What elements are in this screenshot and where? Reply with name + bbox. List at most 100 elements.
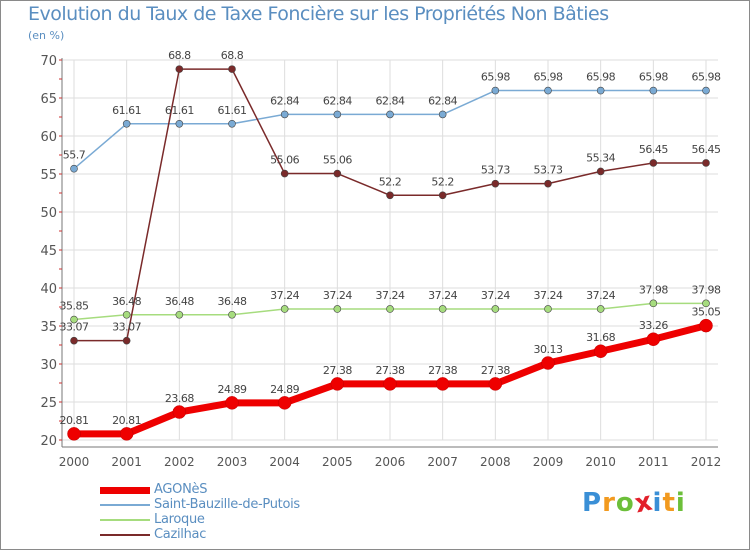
data-label: 37.24 bbox=[323, 289, 352, 302]
data-point bbox=[330, 377, 345, 391]
logo-letter: i bbox=[652, 488, 663, 518]
legend-swatch-laroque bbox=[100, 519, 150, 521]
legend-label: Saint-Bauzille-de-Putois bbox=[154, 497, 300, 512]
axes: 20 25 30 35 40 45 50 55 60 65 70 2000 2001 2002 2003 20… bbox=[40, 54, 721, 469]
data-point bbox=[438, 191, 447, 200]
y-tick-label: 25 bbox=[40, 396, 57, 411]
legend-swatch-cazilhac bbox=[100, 534, 150, 536]
data-point bbox=[122, 336, 131, 345]
data-point bbox=[491, 86, 500, 95]
x-tick-label: 2010 bbox=[585, 455, 616, 469]
data-label: 27.38 bbox=[481, 364, 510, 377]
data-point bbox=[438, 305, 447, 313]
data-point bbox=[225, 396, 239, 410]
data-point bbox=[702, 159, 710, 167]
logo-letter: r bbox=[602, 488, 616, 518]
data-label: 62.84 bbox=[428, 94, 457, 107]
x-tick-label: 2005 bbox=[322, 455, 353, 469]
data-point bbox=[596, 167, 605, 176]
data-label: 37.98 bbox=[692, 283, 721, 296]
data-point bbox=[649, 86, 658, 95]
data-label: 65.98 bbox=[692, 71, 721, 84]
x-tick-label: 2001 bbox=[111, 455, 142, 469]
data-label: 52.2 bbox=[431, 175, 454, 188]
data-label: 37.24 bbox=[428, 289, 457, 302]
data-point bbox=[593, 344, 608, 358]
logo-letter: t bbox=[662, 488, 676, 518]
data-label: 30.13 bbox=[534, 343, 563, 356]
data-label: 61.61 bbox=[112, 104, 141, 117]
data-label: 37.24 bbox=[534, 289, 563, 302]
data-label: 33.26 bbox=[639, 319, 668, 332]
data-point bbox=[277, 396, 292, 410]
logo-letter: i bbox=[675, 488, 686, 518]
data-label: 65.98 bbox=[639, 71, 668, 84]
data-point bbox=[175, 119, 184, 128]
data-point bbox=[175, 310, 184, 319]
data-label: 36.48 bbox=[112, 295, 141, 308]
data-label: 33.07 bbox=[112, 321, 141, 334]
logo-letter: P bbox=[582, 488, 603, 518]
data-label: 24.89 bbox=[270, 383, 299, 396]
data-point bbox=[172, 405, 187, 419]
data-label: 35.85 bbox=[60, 300, 89, 313]
series-points bbox=[67, 65, 713, 441]
data-label: 37.24 bbox=[481, 289, 510, 302]
data-label: 36.48 bbox=[218, 295, 247, 308]
data-point bbox=[544, 305, 552, 313]
data-point bbox=[491, 179, 500, 188]
x-tick-label: 2012 bbox=[691, 455, 722, 469]
data-label: 23.68 bbox=[165, 392, 194, 405]
data-point bbox=[544, 179, 552, 188]
data-point bbox=[386, 191, 394, 200]
data-point bbox=[228, 65, 236, 73]
legend-swatch-saint-bauzille bbox=[100, 504, 150, 506]
y-tick-label: 55 bbox=[40, 168, 57, 183]
y-tick-label: 40 bbox=[40, 282, 57, 297]
data-label: 62.84 bbox=[323, 94, 352, 107]
data-point bbox=[646, 332, 661, 346]
x-tick-label: 2011 bbox=[638, 455, 669, 469]
data-point bbox=[541, 356, 555, 370]
data-point bbox=[386, 305, 394, 313]
x-tick-label: 2000 bbox=[59, 455, 90, 469]
x-tick-label: 2009 bbox=[533, 455, 564, 469]
legend-label: Cazilhac bbox=[154, 527, 207, 542]
data-label: 31.68 bbox=[586, 331, 615, 344]
data-point bbox=[70, 315, 78, 324]
data-point bbox=[438, 110, 447, 119]
data-label: 62.84 bbox=[376, 94, 405, 107]
data-point bbox=[280, 305, 289, 313]
data-point bbox=[544, 86, 552, 95]
data-label: 35.05 bbox=[692, 306, 721, 319]
data-point bbox=[702, 299, 710, 308]
data-label: 61.61 bbox=[165, 104, 194, 117]
data-point bbox=[228, 310, 236, 319]
y-tick-label: 60 bbox=[40, 130, 57, 145]
grid-lines bbox=[62, 59, 718, 441]
data-label: 55.06 bbox=[270, 154, 299, 167]
y-tick-label: 65 bbox=[40, 92, 57, 107]
data-label: 65.98 bbox=[481, 71, 510, 84]
chart-title: Evolution du Taux de Taxe Foncière sur l… bbox=[28, 3, 609, 25]
data-point bbox=[70, 336, 78, 345]
data-label: 56.45 bbox=[639, 143, 668, 156]
y-tick-label: 30 bbox=[40, 358, 57, 373]
y-tick-label: 35 bbox=[40, 320, 57, 335]
data-point bbox=[333, 305, 342, 313]
data-point bbox=[122, 119, 131, 128]
data-label: 27.38 bbox=[376, 364, 405, 377]
legend-swatch-agones bbox=[100, 487, 150, 494]
data-label: 55.34 bbox=[586, 151, 615, 164]
data-label: 27.38 bbox=[323, 364, 352, 377]
x-tick-label: 2006 bbox=[375, 455, 406, 469]
data-point bbox=[488, 377, 503, 391]
proxiti-logo: Proxiti bbox=[582, 486, 686, 519]
data-point bbox=[596, 86, 605, 95]
data-point bbox=[649, 159, 658, 167]
data-label: 37.24 bbox=[270, 289, 299, 302]
data-label: 53.73 bbox=[481, 164, 510, 177]
data-label: 53.73 bbox=[534, 164, 563, 177]
x-tick-label: 2008 bbox=[480, 455, 511, 469]
